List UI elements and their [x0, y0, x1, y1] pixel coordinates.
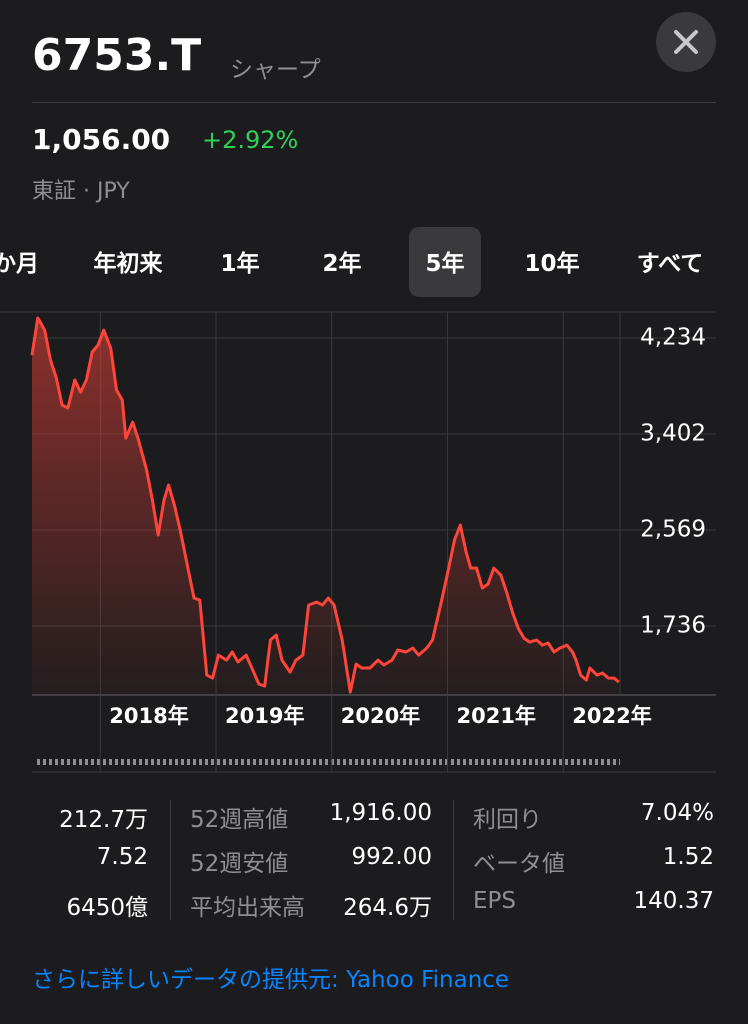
x-tick-label: 2018年 [109, 704, 188, 728]
stat-label: 利回り [473, 807, 542, 833]
symbol: 6753.T [32, 30, 202, 81]
y-tick-label: 3,402 [640, 420, 706, 446]
stat-label: 52週安値 [190, 851, 289, 877]
stat-value: 7.52 [96, 844, 148, 870]
stat-value: 992.00 [351, 844, 432, 870]
stat-value: 6450億 [66, 895, 148, 921]
stat-value: 1.52 [662, 844, 714, 870]
x-tick-label: 2019年 [225, 704, 304, 728]
stat-label: EPS [473, 888, 517, 914]
company-name: シャープ [230, 57, 321, 83]
tab[interactable]: すべて [636, 251, 704, 277]
y-tick-label: 4,234 [640, 325, 706, 351]
stat-value: 140.37 [633, 888, 714, 914]
tab[interactable]: か月 [0, 251, 39, 277]
separator [453, 800, 454, 920]
stat-label: 52週高値 [190, 807, 289, 833]
tab[interactable]: 2年 [322, 251, 362, 277]
chart: 4,234 3,402 2,569 1,736 2018年 2019年 2020年 2021年… [0, 311, 716, 773]
tab[interactable]: 1年 [220, 251, 260, 277]
y-tick-label: 2,569 [640, 516, 706, 542]
exchange: 東証 · JPY [32, 179, 130, 204]
divider [32, 102, 716, 103]
tab[interactable]: 年初来 [93, 251, 163, 277]
stat-value: 264.6万 [343, 895, 432, 921]
stat-label: 平均出来高 [190, 895, 305, 921]
volume-strip [34, 756, 620, 771]
close-button[interactable] [656, 12, 716, 72]
area-fill [32, 318, 619, 695]
tab[interactable]: 10年 [524, 251, 580, 277]
stat-value: 212.7万 [59, 807, 148, 833]
close-icon [674, 30, 698, 54]
x-tick-label: 2021年 [457, 704, 536, 728]
change: +2.92% [202, 126, 299, 154]
stat-value: 7.04% [640, 800, 714, 826]
y-tick-label: 1,736 [640, 612, 706, 638]
x-tick-label: 2020年 [341, 704, 420, 728]
tab[interactable]: 5年 [425, 251, 465, 277]
source-name: Yahoo Finance [346, 967, 510, 993]
separator [170, 800, 171, 920]
stat-value: 1,916.00 [329, 800, 432, 826]
x-tick-label: 2022年 [572, 704, 651, 728]
data-source-link[interactable]: さらに詳しいデータの提供元: Yahoo Finance [32, 960, 509, 994]
price-line [30, 316, 620, 694]
price: 1,056.00 [32, 123, 171, 156]
tab-highlight [409, 227, 481, 297]
source-prefix: さらに詳しいデータの提供元: [32, 967, 339, 993]
stat-label: ベータ値 [473, 851, 565, 877]
